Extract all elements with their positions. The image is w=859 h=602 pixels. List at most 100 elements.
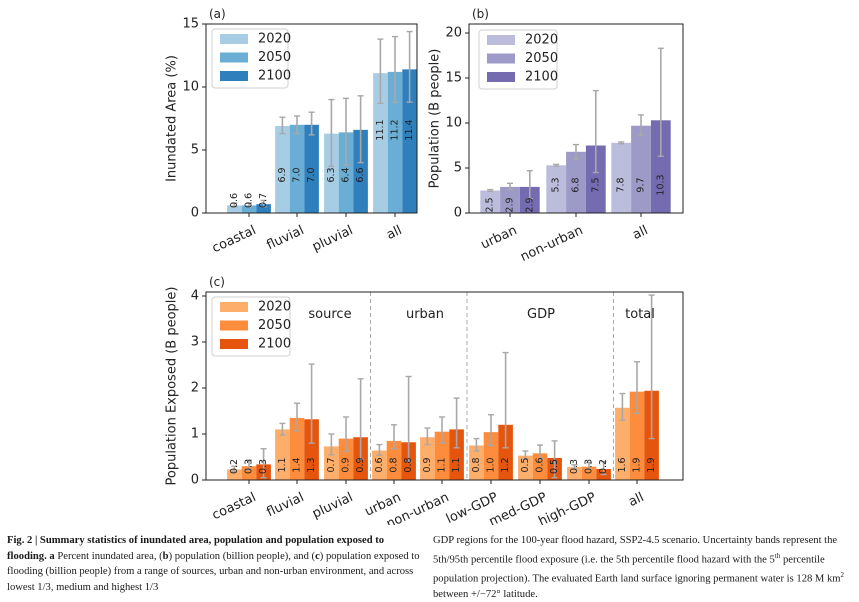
caption-panel-ref: a <box>49 550 55 562</box>
figure-caption-title: Fig. 2 | Summary statistics of inundated… <box>7 535 385 562</box>
x-tick-label: all <box>626 490 646 510</box>
bar-value-label: 0.8 <box>389 457 400 472</box>
y-tick-label: 0 <box>191 206 199 221</box>
legend-swatch-2020 <box>487 35 515 45</box>
bar-value-label: 0.9 <box>341 457 352 472</box>
bar-value-label: 2.9 <box>524 197 535 212</box>
bar-value-label: 0.9 <box>355 457 366 472</box>
figure: 0.66.9 6.311.10.67.0 6.411.20.77.0 6.611.40… <box>165 7 684 525</box>
y-axis-label: Inundated Area (%) <box>165 55 180 182</box>
legend-swatch-2020 <box>220 302 248 312</box>
panel-b-chart: 2.5 5.3 7.8 2.9 6.8 9.7 2.9 7.5 10.3 0 5 10 15 20 urba… <box>428 7 684 265</box>
panel-a-chart: 0.6 6.9 6.3 11.1 0.6 7.0 6.4 11.2 0.7 7.0 6.6 11.4 0… <box>165 7 418 256</box>
panel-label: (b) <box>472 7 489 21</box>
bar-b-2050-non-urban <box>566 151 586 213</box>
y-tick-label: 5 <box>191 143 199 158</box>
y-axis-label: Population (B people) <box>428 49 443 189</box>
bar-value-label: 1.3 <box>306 457 317 472</box>
caption-sup-2: 2 <box>840 570 845 579</box>
y-tick-label: 5 <box>454 161 462 176</box>
y-tick-label: 15 <box>445 71 462 86</box>
bar-value-label: 2.5 <box>485 197 496 212</box>
bar-a-2050-all <box>387 71 403 213</box>
group-label-total: total <box>625 307 655 322</box>
bar-c-2100-fluvial <box>304 419 319 480</box>
bar-a-2020-fluvial <box>275 126 290 213</box>
bar-value-label: 6.4 <box>341 167 352 182</box>
bar-value-label: 1.0 <box>486 457 497 472</box>
bar-b-2100-urban <box>519 186 540 213</box>
caption-text-fragment: ) population (billion people), and ( <box>168 550 316 562</box>
bar-value-label: 7.0 <box>292 167 303 182</box>
bar-c-2050-med-GDP <box>532 453 548 480</box>
bar-a-2100-pluvial <box>353 129 368 213</box>
x-tick-label: high-GDP <box>536 490 598 525</box>
bar-value-label: 11.1 <box>375 119 386 140</box>
bar-value-label: 0.6 <box>374 457 385 472</box>
bar-value-label: 6.9 <box>277 167 288 182</box>
bar-value-label: 7.5 <box>590 177 601 192</box>
bar-value-label: 5.3 <box>551 177 562 192</box>
legend-label: 2100 <box>525 70 558 85</box>
x-tick-label: coastal <box>210 490 258 523</box>
legend-label: 2020 <box>258 32 291 47</box>
bar-value-label: 6.6 <box>355 167 366 182</box>
y-tick-label: 4 <box>191 289 199 304</box>
bar-value-label: 0.5 <box>520 457 531 472</box>
bar-value-label: 1.6 <box>617 457 628 472</box>
axes-frame <box>205 291 684 481</box>
caption-text-fragment: Percent inundated area, ( <box>54 550 163 562</box>
bar-value-label: 10.3 <box>655 174 666 195</box>
bar-value-label: 0.6 <box>244 193 255 208</box>
x-tick-label: all <box>384 223 404 243</box>
bar-value-label: 0.7 <box>326 457 337 472</box>
bar-b-2100-all <box>650 120 671 213</box>
caption-text-left: Fig. 2 | Summary statistics of inundated… <box>7 533 425 595</box>
bar-c-2050-all <box>629 391 645 480</box>
bar-value-label: 1.2 <box>500 457 511 472</box>
x-tick-label: pluvial <box>310 223 355 255</box>
legend-label: 2100 <box>258 337 291 352</box>
legend-label: 2020 <box>258 300 291 315</box>
bar-value-label: 1.1 <box>277 457 288 472</box>
bar-c-2050-fluvial <box>289 417 305 480</box>
group-label-GDP: GDP <box>527 307 555 322</box>
panel-c-chart: 0.2 1.1 0.7 0.6 0.9 0.8 0.5 0.3 1.6 0.3 1.4 0.9 0.8 1… <box>165 275 684 525</box>
bar-value-label: 7.0 <box>306 167 317 182</box>
bar-value-label: 2.9 <box>505 197 516 212</box>
x-tick-label: fluvial <box>264 490 306 520</box>
bar-value-label: 0.8 <box>471 457 482 472</box>
caption-sup-1: th <box>774 551 781 560</box>
caption-body-right-3: between +/−72° latitude. <box>433 588 538 600</box>
bar-c-2020-non-urban <box>420 437 435 480</box>
bar-value-label: 0.3 <box>244 459 255 474</box>
y-tick-label: 3 <box>191 335 199 350</box>
bar-b-2020-all <box>611 142 632 213</box>
legend-swatch-2020 <box>220 34 248 44</box>
legend-label: 2100 <box>258 69 291 84</box>
bar-b-2050-all <box>631 125 651 213</box>
bar-value-label: 1.1 <box>437 457 448 472</box>
bar-value-label: 1.4 <box>292 457 303 472</box>
bar-value-label: 0.6 <box>229 193 240 208</box>
bar-value-label: 0.3 <box>569 459 580 474</box>
bar-a-2100-coastal <box>256 204 271 213</box>
bar-c-2020-med-GDP <box>518 455 533 480</box>
bar-c-2050-low-GDP <box>483 432 499 480</box>
bar-a-2100-fluvial <box>304 124 319 213</box>
bar-value-label: 6.3 <box>326 167 337 182</box>
panel-label: (a) <box>209 7 226 21</box>
bar-c-2020-all <box>615 407 630 480</box>
bar-value-label: 1.1 <box>451 457 462 472</box>
bar-value-label: 1.9 <box>646 457 657 472</box>
legend-swatch-2050 <box>220 320 248 331</box>
bar-value-label: 11.4 <box>404 119 415 140</box>
bar-b-2100-non-urban <box>585 145 606 213</box>
bar-b-2020-urban <box>480 190 501 213</box>
caption-panel-ref: b <box>162 550 169 562</box>
bar-c-2100-low-GDP <box>498 424 513 480</box>
caption-left-column: Fig. 2 | Summary statistics of inundated… <box>7 533 425 595</box>
bar-c-2020-fluvial <box>275 429 290 480</box>
bar-value-label: 0.9 <box>422 457 433 472</box>
legend-label: 2020 <box>525 33 558 48</box>
